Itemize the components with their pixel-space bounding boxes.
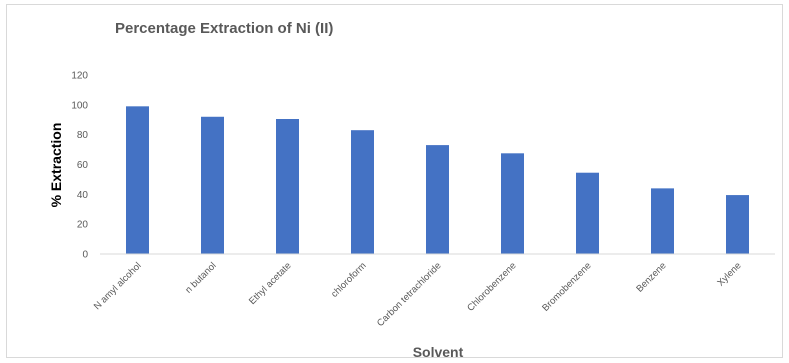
x-tick-label: Ethyl acetate bbox=[247, 260, 294, 307]
y-tick-label: 100 bbox=[71, 100, 88, 111]
y-axis-title: % Extraction bbox=[48, 123, 64, 208]
y-tick-label: 120 bbox=[71, 71, 88, 82]
y-axis-ticks: 0 20 40 60 80 100 120 bbox=[71, 71, 88, 261]
x-tick-label: Carbon tetrachloride bbox=[375, 260, 444, 329]
bar bbox=[201, 116, 224, 255]
bars bbox=[126, 106, 749, 255]
y-tick-label: 60 bbox=[77, 160, 89, 171]
bar bbox=[426, 145, 449, 254]
bar bbox=[276, 119, 299, 254]
bar bbox=[501, 153, 524, 254]
x-tick-label: n butanol bbox=[183, 260, 218, 295]
x-tick-label: Xylene bbox=[715, 260, 743, 288]
y-tick-label: 40 bbox=[77, 190, 89, 201]
x-tick-label: Chlorobenzene bbox=[465, 260, 518, 313]
x-tick-label: N amyl alcohol bbox=[92, 260, 144, 312]
bar bbox=[126, 106, 149, 254]
x-axis-title: Solvent bbox=[413, 344, 464, 360]
bar bbox=[651, 188, 674, 254]
x-axis-ticks: N amyl alcohol n butanol Ethyl acetate chlo… bbox=[92, 260, 744, 329]
x-tick-label: Bromobenzene bbox=[540, 260, 593, 313]
chart-title: Percentage Extraction of Ni (II) bbox=[115, 20, 333, 37]
y-tick-label: 80 bbox=[77, 130, 89, 141]
bar bbox=[576, 172, 599, 254]
y-tick-label: 20 bbox=[77, 220, 89, 231]
y-tick-label: 0 bbox=[82, 250, 88, 261]
bar bbox=[351, 130, 374, 254]
bar bbox=[726, 195, 749, 254]
x-tick-label: chloroform bbox=[329, 260, 369, 300]
x-tick-label: Benzene bbox=[634, 260, 668, 294]
